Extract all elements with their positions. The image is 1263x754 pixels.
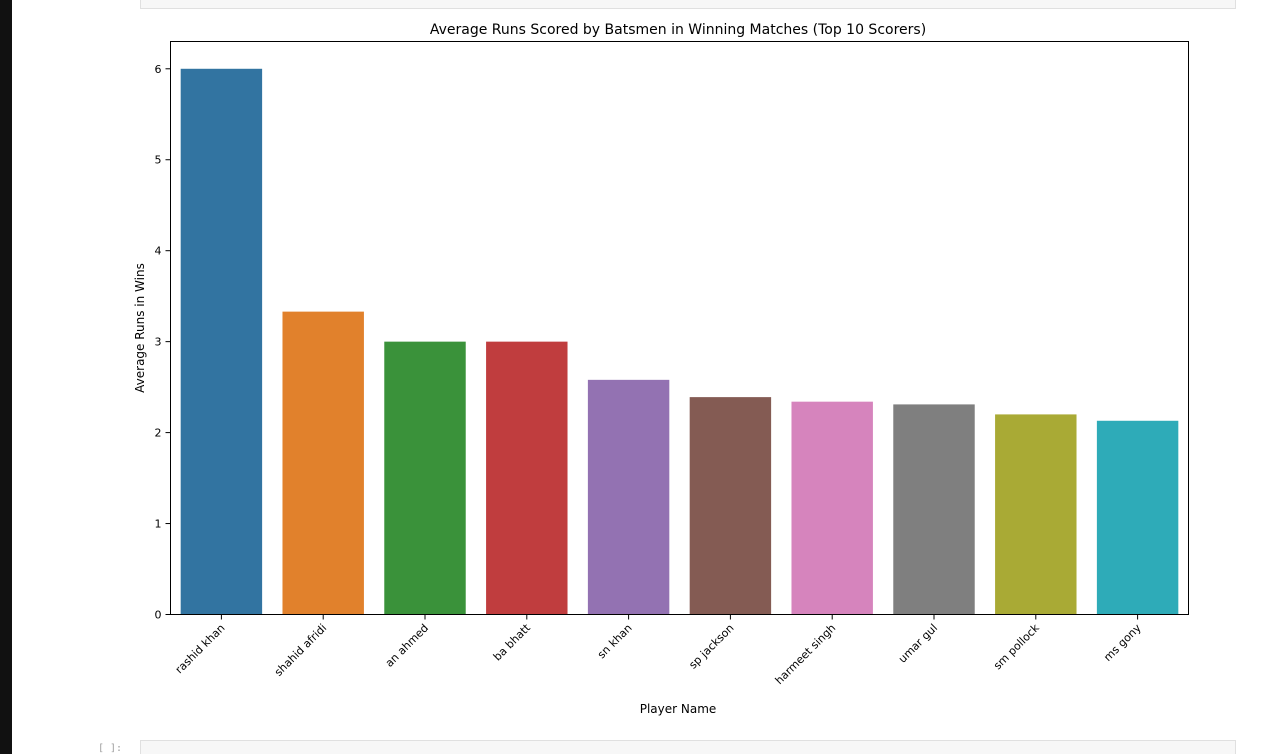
bar-sn-khan bbox=[587, 379, 670, 615]
y-axis-label: Average Runs in Wins bbox=[133, 263, 147, 393]
bars bbox=[180, 68, 1179, 615]
y-tick-label: 4 bbox=[155, 245, 162, 258]
bar-harmeet-singh bbox=[791, 401, 873, 615]
y-tick-label: 5 bbox=[155, 154, 162, 167]
left-dark-strip bbox=[0, 0, 12, 754]
bar-umar-gul bbox=[893, 404, 975, 615]
x-tick-label: shahid afridi bbox=[272, 621, 329, 678]
bar-an-ahmed bbox=[384, 341, 466, 615]
cell-prompt: [ ]: bbox=[98, 743, 123, 754]
x-tick-label: sn khan bbox=[595, 621, 635, 661]
bar-ba-bhatt bbox=[486, 341, 568, 615]
y-tick-label: 1 bbox=[155, 518, 162, 531]
x-tick-label: sp jackson bbox=[686, 621, 736, 671]
bar-shahid-afridi bbox=[282, 311, 364, 615]
x-tick-label: ba bhatt bbox=[491, 621, 534, 664]
y-tick-label: 2 bbox=[155, 427, 162, 440]
next-code-cell[interactable] bbox=[140, 740, 1236, 754]
bar-rashid-khan bbox=[180, 68, 263, 615]
bar-sp-jackson bbox=[689, 397, 772, 615]
x-tick-label: rashid khan bbox=[173, 621, 228, 676]
plot-frame bbox=[170, 41, 1189, 615]
y-tick-label: 0 bbox=[155, 609, 162, 622]
x-tick-label: an ahmed bbox=[383, 621, 431, 669]
x-axis: rashid khan shahid afridi an ahmed ba bhatt… bbox=[173, 614, 1144, 687]
x-tick-label: umar gul bbox=[896, 621, 940, 665]
chart-title: Average Runs Scored by Batsmen in Winnin… bbox=[430, 22, 926, 38]
x-axis-label: Player Name bbox=[640, 702, 717, 716]
previous-code-cell[interactable] bbox=[140, 0, 1236, 9]
x-tick-label: sm pollock bbox=[991, 621, 1042, 672]
bar-ms-gony bbox=[1096, 420, 1179, 615]
x-tick-label: ms gony bbox=[1101, 621, 1144, 664]
x-tick-label: harmeet singh bbox=[773, 621, 839, 687]
y-tick-label: 3 bbox=[155, 336, 162, 349]
bar-sm-pollock bbox=[995, 414, 1077, 615]
y-axis: 0 1 2 3 4 5 6 bbox=[155, 63, 171, 622]
y-tick-label: 6 bbox=[155, 63, 162, 76]
